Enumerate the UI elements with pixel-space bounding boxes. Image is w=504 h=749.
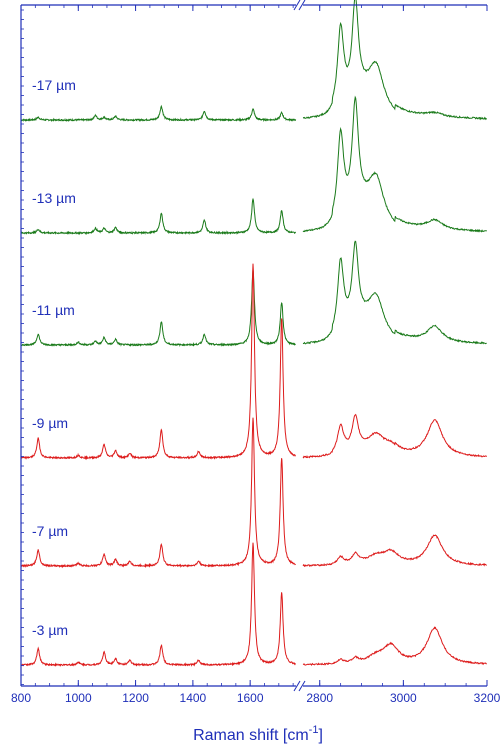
spectrum-label-2: -13 µm [32,190,76,206]
spectrum-label-1: -17 µm [32,77,76,93]
series-line-3-high [302,240,487,345]
x-tick-labels: 800 1000 1200 1400 1600 2800 3000 3200 [11,691,501,705]
spectrum-label-6: -3 µm [32,622,68,638]
series-line-1-low [20,104,297,123]
series-line-6-low [20,542,296,667]
series-line-5-high [302,534,487,568]
spectrum-label-4: -9 µm [32,415,68,431]
axis-break-bottom-1 [293,680,301,692]
spectrum-label-5: -7 µm [32,523,68,539]
spectrum-label-3: -11 µm [32,302,75,318]
x-tick-label-1600: 1600 [237,691,264,705]
axis-break-top-2 [298,0,306,11]
series-line-6-high [302,626,487,666]
x-tick-label-1400: 1400 [180,691,207,705]
x-tick-label-800: 800 [11,691,31,705]
x-tick-label-3000: 3000 [390,691,417,705]
series-line-4-low [20,263,296,461]
series-line-1-high [302,0,488,121]
spectra-group [20,0,488,667]
series-line-2-low [20,197,297,236]
x-tick-label-1000: 1000 [65,691,92,705]
x-tick-label-1200: 1200 [122,691,149,705]
series-line-4-high [302,413,488,459]
spectrum-labels: -17 µm -13 µm -11 µm -9 µm -7 µm -3 µm [32,77,76,638]
axis-break-top-1 [293,0,301,11]
x-tick-label-2800: 2800 [306,691,333,705]
x-tick-label-3200: 3200 [474,691,501,705]
axis-break-bottom-2 [298,680,306,692]
series-line-2-high [302,95,488,233]
series-line-5-low [20,417,296,569]
axes-group [20,0,488,692]
x-axis-title: Raman shift [cm-1] [193,724,323,744]
series-line-3-low [20,269,296,347]
